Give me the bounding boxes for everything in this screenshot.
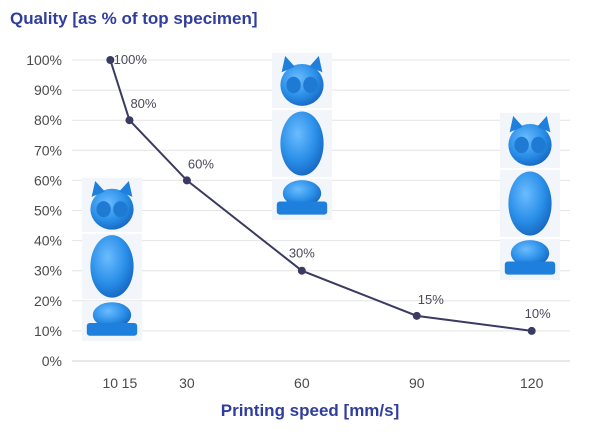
owl-base — [504, 261, 556, 275]
owl-ear-right — [309, 56, 323, 73]
x-tick-label: 15 — [122, 375, 138, 391]
data-point — [297, 266, 306, 275]
owl-eye-left — [286, 76, 301, 94]
owl-eye-left — [514, 136, 529, 154]
owl-feet — [92, 302, 132, 328]
x-tick-label: 90 — [409, 375, 425, 391]
y-tick-label: 10% — [34, 323, 62, 339]
data-point — [125, 116, 134, 125]
owl-base — [86, 322, 138, 336]
y-tick-label: 100% — [26, 52, 62, 68]
owl-ear-right — [119, 181, 133, 197]
data-label: 10% — [525, 306, 551, 321]
y-tick-label: 70% — [34, 142, 62, 158]
data-label: 30% — [289, 246, 315, 261]
y-tick-label: 60% — [34, 172, 62, 188]
data-label: 100% — [114, 52, 148, 67]
y-tick-label: 40% — [34, 233, 62, 249]
x-tick-label: 60 — [294, 375, 310, 391]
series-line-quality — [109, 59, 532, 332]
data-labels: 100% 80% 60% 30% 15% 10% — [114, 52, 551, 321]
owl-base — [276, 201, 328, 215]
owl-eye-right — [531, 136, 546, 154]
owl-figurine-icon — [500, 113, 560, 280]
x-axis-label: Printing speed [mm/s] — [221, 401, 400, 420]
y-tick-label: 0% — [42, 353, 62, 369]
x-tick-label: 30 — [179, 375, 195, 391]
owl-figurine-icon — [272, 53, 332, 220]
owl-body — [90, 235, 134, 298]
y-tick-label: 90% — [34, 82, 62, 98]
owl-figurines — [82, 53, 560, 341]
data-label: 15% — [418, 292, 444, 307]
data-point — [527, 326, 536, 335]
owl-head — [280, 64, 324, 106]
data-points — [106, 56, 536, 335]
y-axis-ticks: 0% 10% 20% 30% 40% 50% 60% 70% 80% 90% 100% — [26, 52, 62, 369]
series-line — [109, 59, 532, 332]
y-tick-label: 80% — [34, 112, 62, 128]
data-point — [412, 311, 421, 320]
y-tick-label: 20% — [34, 293, 62, 309]
owl-ear-left — [509, 116, 523, 133]
owl-ear-left — [281, 56, 295, 73]
data-label: 80% — [130, 96, 156, 111]
owl-ear-right — [537, 116, 551, 133]
owl-head — [508, 124, 552, 166]
owl-eye-right — [113, 201, 128, 218]
owl-feet — [510, 240, 550, 267]
owl-ear-left — [91, 181, 105, 197]
owl-eye-left — [96, 201, 111, 218]
owl-feet — [282, 180, 322, 207]
y-tick-label: 30% — [34, 263, 62, 279]
owl-body — [508, 171, 552, 236]
owl-body — [280, 111, 324, 176]
data-point — [182, 176, 191, 185]
x-tick-label: 120 — [520, 375, 544, 391]
x-axis-ticks: 10 15 30 60 90 120 — [103, 375, 544, 391]
x-tick-label: 10 — [103, 375, 119, 391]
chart-title: Quality [as % of top specimen] — [10, 9, 258, 28]
y-tick-label: 50% — [34, 203, 62, 219]
owl-figurine-icon — [82, 178, 142, 341]
data-label: 60% — [188, 156, 214, 171]
owl-head — [90, 188, 134, 230]
data-point — [106, 56, 115, 64]
owl-eye-right — [303, 76, 318, 94]
